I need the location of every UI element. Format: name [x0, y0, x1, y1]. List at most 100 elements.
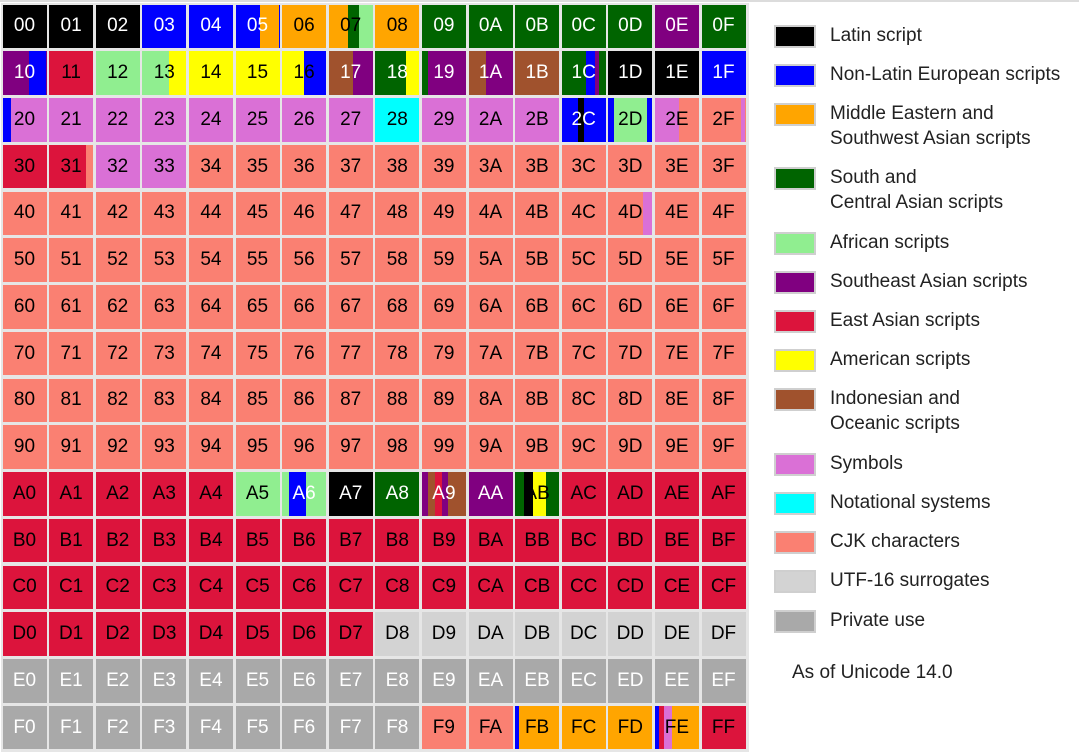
block-label: 99	[433, 436, 455, 458]
block-cell: 1B	[515, 51, 560, 95]
block-cell: 99	[421, 425, 466, 469]
legend-swatch	[774, 25, 816, 48]
block-stripe	[647, 98, 653, 142]
block-cell: 4C	[561, 191, 606, 235]
block-label: E2	[106, 669, 130, 691]
block-cell: 24	[188, 98, 233, 142]
block-label: CB	[523, 576, 551, 598]
block-cell: 55	[235, 238, 280, 282]
block-cell: 02	[95, 4, 140, 48]
block-cell: 66	[282, 285, 327, 329]
block-label: A3	[152, 482, 176, 504]
block-cell: 53	[142, 238, 187, 282]
block-cell: C4	[188, 565, 233, 609]
block-cell: C5	[235, 565, 280, 609]
block-cell: 3F	[701, 144, 746, 189]
block-cell: FB	[515, 705, 560, 750]
block-cell: 4F	[701, 191, 746, 235]
block-label: 54	[200, 249, 222, 271]
block-label: 10	[13, 62, 36, 84]
block-label: 65	[246, 295, 269, 317]
block-cell: 49	[421, 191, 466, 235]
block-label: DE	[663, 623, 691, 645]
block-label: 2E	[665, 108, 689, 130]
block-label: A8	[385, 482, 409, 504]
block-cell: 33	[142, 144, 187, 189]
block-label: 0B	[525, 15, 549, 37]
block-label: C6	[291, 576, 317, 598]
block-label: 86	[293, 389, 315, 411]
block-cell: 10	[2, 51, 47, 95]
block-cell: 67	[328, 285, 373, 329]
block-label: D6	[291, 623, 317, 645]
block-label: 95	[246, 436, 269, 458]
block-label: C7	[338, 576, 363, 598]
block-cell: 16	[282, 51, 327, 95]
block-label: 53	[153, 249, 175, 271]
block-cell: D0	[2, 612, 47, 656]
block-label: DD	[616, 623, 645, 645]
block-cell: FC	[561, 705, 606, 750]
block-label: 68	[386, 295, 408, 317]
block-cell: 51	[49, 238, 94, 282]
legend-swatch	[774, 388, 816, 411]
block-label: 2C	[571, 108, 596, 130]
legend-label: African scripts	[830, 231, 949, 256]
block-cell: 91	[49, 425, 94, 469]
block-cell: D6	[282, 612, 327, 656]
block-label: 30	[13, 155, 36, 177]
top-border	[0, 0, 1079, 2]
block-cell: E6	[282, 659, 327, 703]
block-cell: 58	[375, 238, 420, 282]
block-label: C9	[431, 576, 457, 598]
block-label: 16	[293, 62, 315, 84]
block-cell: 28	[375, 98, 420, 142]
block-cell: 57	[328, 238, 373, 282]
block-label: AE	[664, 482, 690, 504]
block-label: D1	[58, 623, 84, 645]
block-label: B3	[152, 529, 176, 551]
block-stripe	[348, 4, 360, 48]
block-label: 3E	[665, 155, 689, 177]
block-label: 08	[386, 15, 408, 37]
block-label: 93	[153, 436, 175, 458]
block-cell: D7	[328, 612, 373, 656]
block-cell: 2F	[701, 98, 746, 142]
block-cell: D8	[375, 612, 420, 656]
block-label: 5C	[571, 249, 596, 271]
block-label: E0	[12, 669, 37, 691]
block-label: 6F	[712, 295, 735, 317]
block-stripe	[259, 4, 280, 48]
block-cell: 4D	[608, 191, 653, 235]
block-cell: C6	[282, 565, 327, 609]
block-cell: A1	[49, 472, 94, 516]
block-label: 96	[293, 436, 315, 458]
block-label: 58	[386, 249, 408, 271]
block-label: CF	[710, 576, 737, 598]
block-label: C3	[152, 576, 177, 598]
block-label: 9C	[571, 436, 596, 458]
block-cell: 70	[2, 331, 47, 376]
block-label: DA	[477, 623, 504, 645]
block-label: 42	[107, 202, 129, 224]
block-label: 85	[246, 389, 269, 411]
block-label: 71	[60, 342, 82, 364]
block-label: AB	[524, 482, 550, 504]
block-cell: B8	[375, 518, 420, 563]
block-cell: F6	[282, 705, 327, 750]
legend-swatch	[774, 610, 816, 633]
block-cell: CD	[608, 565, 653, 609]
legend-label: Non-Latin European scripts	[830, 63, 1060, 88]
block-label: 9D	[618, 436, 643, 458]
block-label: EF	[711, 669, 736, 691]
block-cell: AB	[515, 472, 560, 516]
block-label: 8A	[478, 389, 503, 411]
block-label: B4	[199, 529, 223, 551]
block-label: 4A	[478, 202, 503, 224]
block-label: 02	[107, 15, 129, 37]
legend-label: Middle Eastern and Southwest Asian script…	[830, 102, 1031, 151]
block-label: B8	[385, 529, 409, 551]
block-cell: 31	[49, 144, 94, 189]
block-label: F6	[293, 716, 316, 738]
block-stripe	[359, 4, 373, 48]
